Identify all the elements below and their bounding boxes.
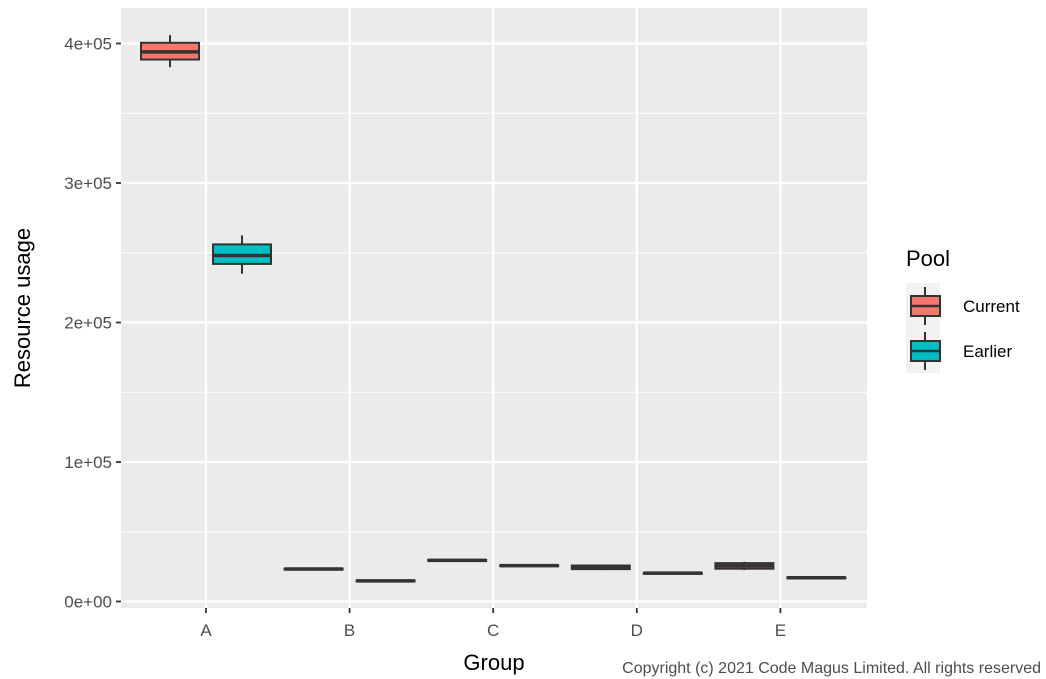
y-tick-label: 1e+05 [64, 453, 112, 472]
y-tick-label: 0e+00 [64, 593, 112, 612]
x-tick-label: A [200, 621, 212, 640]
legend-item-earlier: Earlier [910, 332, 1012, 370]
box-earlier-e [786, 576, 847, 580]
legend: Pool Current Earlier [906, 246, 1020, 373]
box-current-a [140, 35, 200, 68]
box-earlier-a [212, 235, 272, 274]
y-axis: 0e+00 1e+05 2e+05 3e+05 4e+05 [64, 35, 121, 612]
x-axis: A B C D E [200, 608, 786, 640]
y-tick-label: 3e+05 [64, 174, 112, 193]
box-current-b [283, 567, 344, 571]
legend-title: Pool [906, 246, 950, 271]
y-axis-title: Resource usage [10, 228, 35, 388]
copyright-caption: Copyright (c) 2021 Code Magus Limited. A… [622, 660, 1041, 677]
x-tick-label: D [631, 621, 643, 640]
y-tick-label: 2e+05 [64, 314, 112, 333]
box-current-d [570, 564, 631, 571]
x-tick-label: B [344, 621, 355, 640]
box-earlier-c [499, 563, 560, 568]
legend-label: Current [963, 297, 1020, 316]
boxes [140, 35, 847, 583]
box-earlier-b [355, 579, 416, 583]
y-tick-label: 4e+05 [64, 35, 112, 54]
legend-item-current: Current [910, 287, 1020, 325]
legend-label: Earlier [963, 342, 1012, 361]
box-current-c [427, 558, 488, 563]
x-axis-title: Group [463, 650, 524, 675]
x-tick-label: C [487, 621, 499, 640]
box-earlier-d [642, 571, 703, 575]
grid-major [121, 8, 867, 608]
x-tick-label: E [775, 621, 786, 640]
box-current-e [714, 561, 775, 571]
